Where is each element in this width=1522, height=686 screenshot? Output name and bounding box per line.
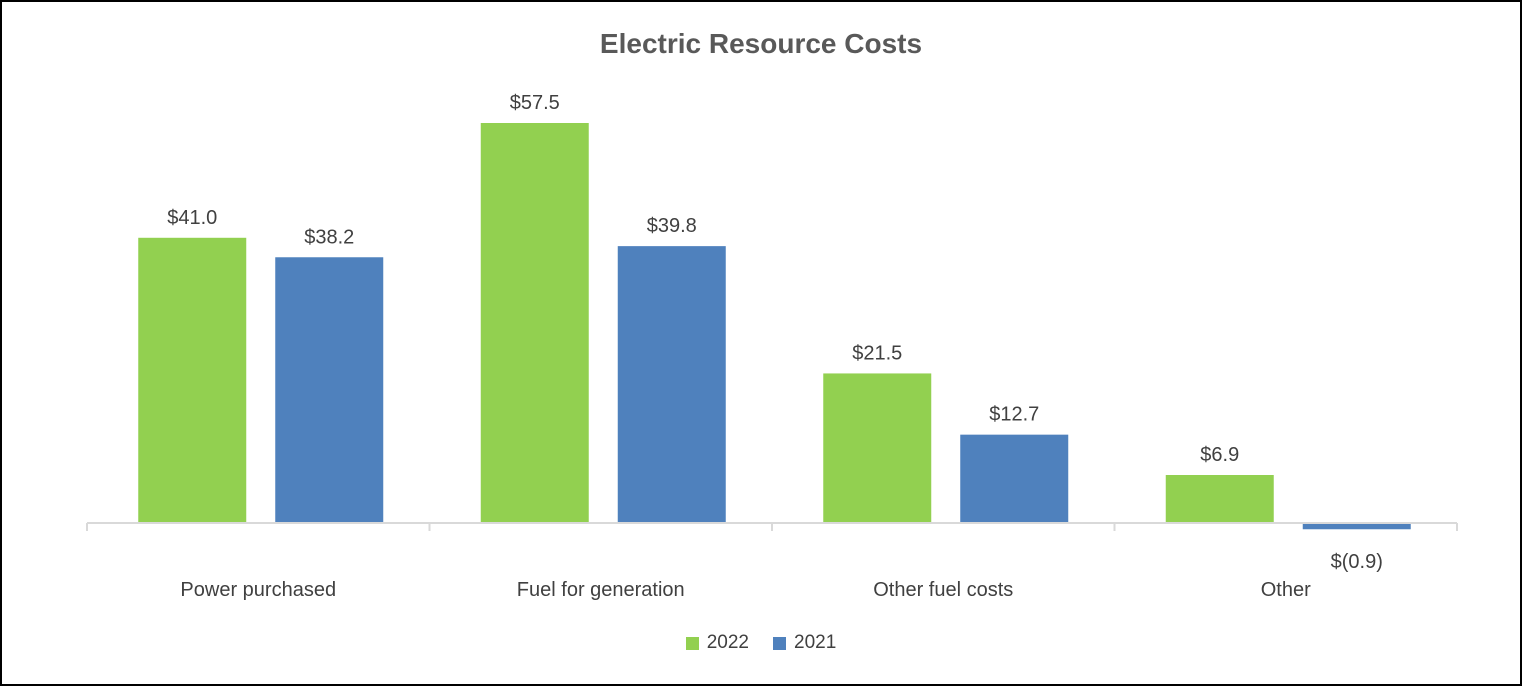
bar-other-2021: [1302, 523, 1411, 530]
bar-power-purchased-2021: [275, 257, 384, 523]
chart-title: Electric Resource Costs: [599, 28, 923, 59]
x-tick-label-power-purchased: Power purchased: [180, 579, 336, 601]
x-tick-label-other: Other: [1261, 579, 1311, 601]
legend-label-2021: 2021: [794, 632, 837, 653]
data-label-other-2022: $6.9: [1200, 444, 1239, 466]
bar-power-purchased-2022: [138, 237, 247, 524]
data-label-other-fuel-costs-2021: $12.7: [989, 404, 1039, 426]
chart-legend: 2022 2021: [2, 632, 1520, 654]
data-label-other-2021: $(0.9): [1331, 551, 1383, 573]
legend-label-2022: 2022: [706, 632, 749, 653]
x-tick-label-other-fuel-costs: Other fuel costs: [873, 579, 1013, 601]
bar-other-2022: [1165, 475, 1274, 523]
bar-fuel-for-generation-2022: [480, 123, 589, 523]
data-label-fuel-for-generation-2022: $57.5: [510, 92, 560, 114]
legend-item-2021: 2021: [773, 632, 836, 654]
data-label-fuel-for-generation-2021: $39.8: [647, 215, 697, 237]
bar-other-fuel-costs-2022: [823, 373, 932, 523]
legend-item-2022: 2022: [685, 632, 749, 654]
data-label-power-purchased-2022: $41.0: [167, 207, 217, 229]
bar-other-fuel-costs-2021: [960, 434, 1069, 523]
legend-swatch-2021: [773, 636, 786, 650]
x-tick-label-fuel-for-generation: Fuel for generation: [517, 579, 685, 601]
legend-swatch-2022: [685, 636, 699, 650]
data-label-power-purchased-2021: $38.2: [304, 226, 354, 248]
data-label-other-fuel-costs-2022: $21.5: [852, 342, 902, 364]
bar-fuel-for-generation-2021: [617, 246, 726, 523]
